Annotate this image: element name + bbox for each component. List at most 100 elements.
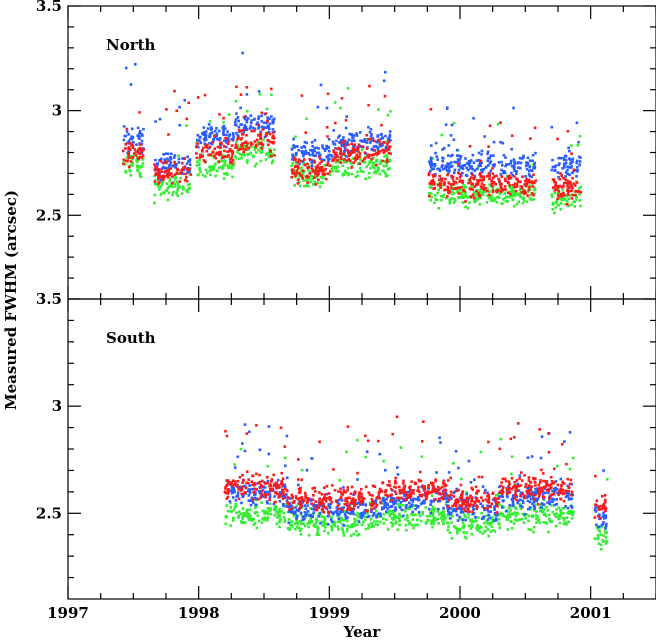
- data-point-blue: [214, 133, 218, 137]
- data-point-blue: [564, 495, 568, 498]
- data-point-blue: [515, 172, 518, 175]
- data-point-blue: [521, 505, 524, 509]
- data-point-red: [259, 141, 262, 145]
- data-point-green: [522, 199, 526, 202]
- data-point-red: [364, 434, 367, 438]
- data-point-blue: [204, 130, 208, 133]
- data-point-green: [405, 514, 409, 517]
- data-point-green: [498, 513, 502, 517]
- data-point-green: [387, 528, 390, 531]
- data-point-red: [364, 509, 368, 512]
- data-point-blue: [207, 123, 211, 126]
- data-point-red: [364, 485, 368, 489]
- data-point-red: [357, 497, 361, 500]
- data-point-red: [247, 478, 250, 481]
- data-point-blue: [486, 504, 489, 508]
- data-point-green: [469, 518, 472, 522]
- data-point-red: [424, 495, 427, 498]
- data-point-blue: [460, 174, 463, 177]
- data-point-red: [343, 158, 346, 161]
- data-point-red: [328, 496, 331, 499]
- data-point-blue: [275, 483, 278, 486]
- data-point-red: [460, 495, 463, 498]
- data-point-green: [376, 523, 380, 527]
- data-point-green: [302, 162, 305, 165]
- data-point-red: [487, 496, 491, 499]
- data-point-blue: [473, 478, 476, 481]
- data-point-blue: [452, 508, 455, 511]
- data-point-blue: [332, 129, 335, 132]
- data-point-red: [298, 500, 302, 503]
- data-point-blue: [381, 506, 384, 509]
- data-point-blue: [283, 496, 287, 499]
- data-point-red: [443, 183, 446, 187]
- data-point-red: [252, 491, 255, 494]
- data-point-blue: [513, 495, 517, 498]
- data-point-green: [379, 520, 382, 524]
- data-point-red: [532, 477, 536, 481]
- data-point-blue: [526, 495, 530, 499]
- data-point-red: [366, 439, 370, 443]
- data-point-green: [383, 155, 386, 158]
- data-point-red: [560, 484, 563, 487]
- data-point-red: [562, 482, 566, 485]
- data-point-blue: [579, 156, 582, 159]
- data-point-red: [241, 473, 244, 477]
- data-point-blue: [218, 137, 222, 140]
- data-point-blue: [253, 118, 256, 121]
- data-point-green: [337, 160, 341, 164]
- data-point-green: [174, 176, 177, 179]
- data-point-green: [353, 524, 357, 527]
- data-point-red: [603, 494, 607, 497]
- data-point-green: [535, 517, 538, 520]
- data-point-green: [495, 493, 498, 497]
- data-point-red: [324, 506, 328, 509]
- data-point-red: [239, 137, 242, 141]
- data-point-green: [575, 195, 578, 199]
- data-point-blue: [375, 516, 378, 519]
- data-point-blue: [348, 150, 352, 153]
- data-point-blue: [528, 500, 532, 504]
- data-point-red: [317, 167, 321, 170]
- data-point-red: [528, 178, 531, 182]
- data-point-green: [405, 528, 408, 532]
- data-point-blue: [430, 168, 434, 171]
- data-point-green: [470, 532, 474, 536]
- data-point-green: [551, 203, 555, 206]
- data-point-green: [173, 185, 176, 188]
- data-point-red: [381, 148, 385, 152]
- data-point-green: [291, 161, 295, 165]
- data-point-green: [506, 513, 510, 517]
- data-point-blue: [285, 499, 289, 502]
- data-point-blue: [471, 153, 475, 157]
- data-point-green: [491, 199, 494, 202]
- data-point-red: [344, 497, 347, 500]
- data-point-red: [187, 101, 190, 105]
- data-point-blue: [445, 500, 449, 503]
- data-point-blue: [534, 498, 538, 501]
- data-point-red: [447, 191, 450, 194]
- data-point-blue: [248, 484, 251, 487]
- data-point-red: [346, 486, 349, 489]
- data-point-blue: [363, 511, 366, 515]
- data-point-red: [539, 479, 542, 482]
- data-point-green: [188, 186, 192, 190]
- data-point-green: [554, 524, 558, 528]
- data-point-blue: [329, 510, 332, 513]
- data-point-green: [431, 525, 434, 529]
- data-point-blue: [396, 466, 399, 469]
- data-point-green: [559, 207, 563, 211]
- data-point-blue: [512, 158, 516, 161]
- data-point-red: [524, 494, 527, 498]
- data-point-red: [469, 503, 472, 506]
- data-point-green: [382, 169, 385, 173]
- data-point-red: [272, 140, 275, 144]
- data-point-red: [162, 178, 165, 181]
- data-point-green: [571, 456, 575, 460]
- data-point-red: [307, 166, 311, 169]
- data-point-green: [396, 528, 400, 531]
- data-point-green: [237, 510, 241, 514]
- data-point-blue: [570, 506, 574, 509]
- data-point-green: [429, 198, 432, 202]
- data-point-blue: [303, 146, 307, 149]
